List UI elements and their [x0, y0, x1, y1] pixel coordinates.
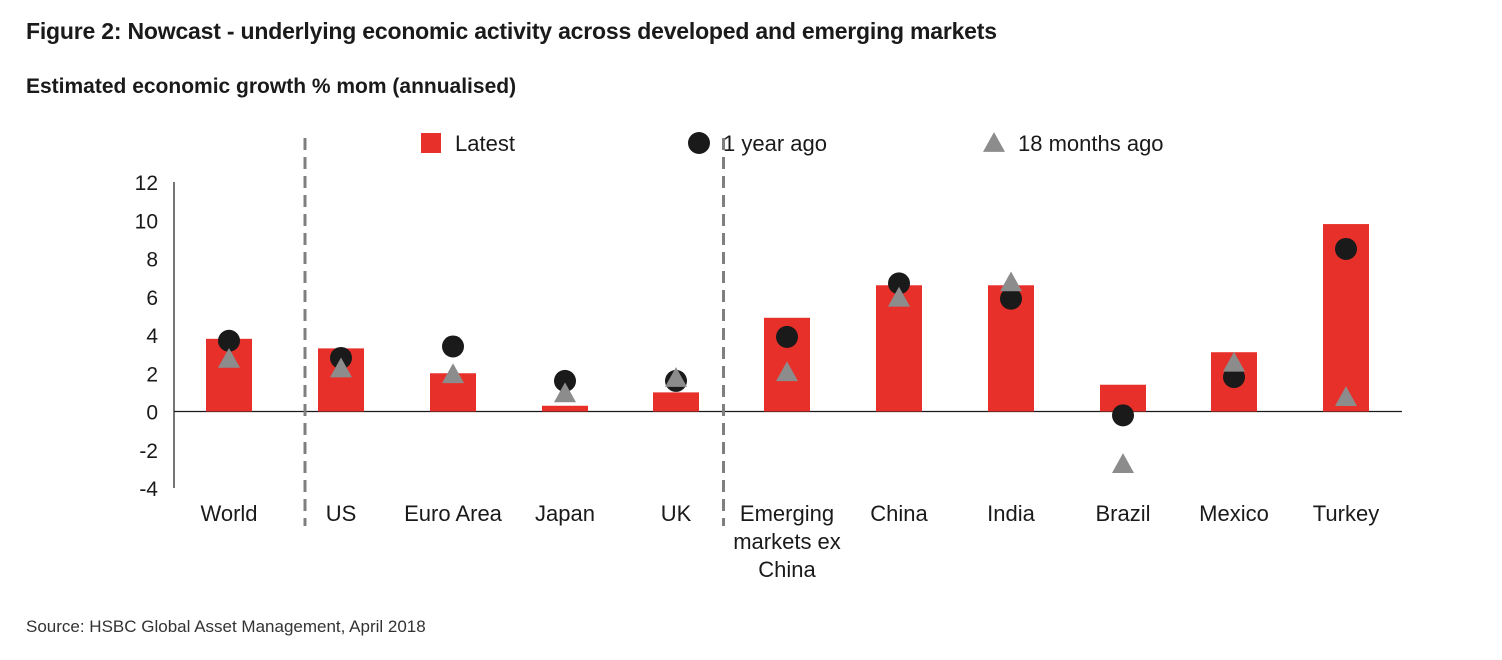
point-18-months-ago — [218, 347, 240, 368]
axes: 12 10 8 6 4 2 0 -2 -4 — [135, 172, 1402, 501]
point-1-year-ago — [1112, 404, 1134, 427]
category-label: Euro Area — [404, 501, 503, 526]
y-axis-title: Estimated economic growth % mom (annuali… — [26, 75, 517, 98]
category-label-line: Japan — [535, 501, 595, 526]
y-tick-label: 12 — [135, 172, 158, 195]
legend-swatch-1-year-ago — [688, 132, 710, 154]
legend-label: 1 year ago — [723, 131, 827, 156]
point-18-months-ago — [1223, 351, 1245, 372]
y-tick-label: 2 — [146, 363, 158, 386]
group-separators — [303, 138, 725, 526]
category-label: Japan — [535, 501, 595, 526]
point-18-months-ago — [442, 363, 464, 384]
point-18-months-ago — [776, 361, 798, 382]
legend: Latest 1 year ago 18 months ago — [421, 131, 1164, 156]
category-label: Emerging markets ex China — [733, 501, 841, 582]
point-1-year-ago — [442, 335, 464, 358]
y-tick-label: -2 — [139, 440, 158, 463]
y-tick-label: -4 — [139, 478, 158, 501]
category-labels: World US Euro Area Japan UK Emerging markets e… — [200, 501, 1379, 582]
point-1-year-ago — [1000, 287, 1022, 310]
point-1-year-ago — [554, 369, 576, 392]
y-tick-label: 4 — [146, 325, 158, 348]
point-18-months-ago — [665, 367, 687, 387]
category-label-line: US — [326, 501, 357, 526]
category-label: UK — [661, 501, 692, 526]
y-tick-label: 6 — [146, 287, 158, 310]
point-18-months-ago — [554, 382, 576, 403]
chart-title: Figure 2: Nowcast - underlying economic … — [26, 18, 997, 44]
y-tick-label: 10 — [135, 210, 158, 233]
category-label: US — [326, 501, 357, 526]
category-label-line: China — [870, 501, 928, 526]
category-label-line: UK — [661, 501, 692, 526]
category-label-line: China — [758, 557, 816, 582]
point-18-months-ago — [330, 357, 352, 378]
category-label: Mexico — [1199, 501, 1269, 526]
y-tick-label: 0 — [146, 402, 158, 425]
point-18-months-ago — [1112, 453, 1134, 473]
bar-latest — [542, 405, 588, 412]
point-markers — [218, 237, 1357, 473]
legend-swatch-latest — [421, 133, 441, 153]
point-18-months-ago — [1335, 386, 1357, 407]
category-label-line: Turkey — [1313, 501, 1379, 526]
category-label-line: Emerging — [740, 501, 834, 526]
bar-latest — [653, 392, 699, 412]
category-label: India — [987, 501, 1035, 526]
category-label-line: markets ex — [733, 529, 841, 554]
category-label: Brazil — [1095, 501, 1150, 526]
category-label-line: World — [200, 501, 257, 526]
point-18-months-ago — [1000, 271, 1022, 292]
category-label: China — [870, 501, 928, 526]
category-label-line: Euro Area — [404, 501, 503, 526]
point-1-year-ago — [218, 329, 240, 352]
point-1-year-ago — [776, 325, 798, 348]
category-label: Turkey — [1313, 501, 1379, 526]
bars-latest — [206, 224, 1369, 412]
legend-swatch-18-months-ago — [983, 132, 1005, 152]
point-1-year-ago — [888, 272, 910, 295]
category-label-line: Mexico — [1199, 501, 1269, 526]
point-1-year-ago — [1335, 237, 1357, 260]
legend-label: 18 months ago — [1018, 131, 1164, 156]
category-label-line: Brazil — [1095, 501, 1150, 526]
point-18-months-ago — [888, 286, 910, 307]
y-tick-label: 8 — [146, 249, 158, 272]
category-label-line: India — [987, 501, 1035, 526]
category-label: World — [200, 501, 257, 526]
legend-label: Latest — [455, 131, 515, 156]
source-note: Source: HSBC Global Asset Management, Ap… — [26, 617, 426, 636]
